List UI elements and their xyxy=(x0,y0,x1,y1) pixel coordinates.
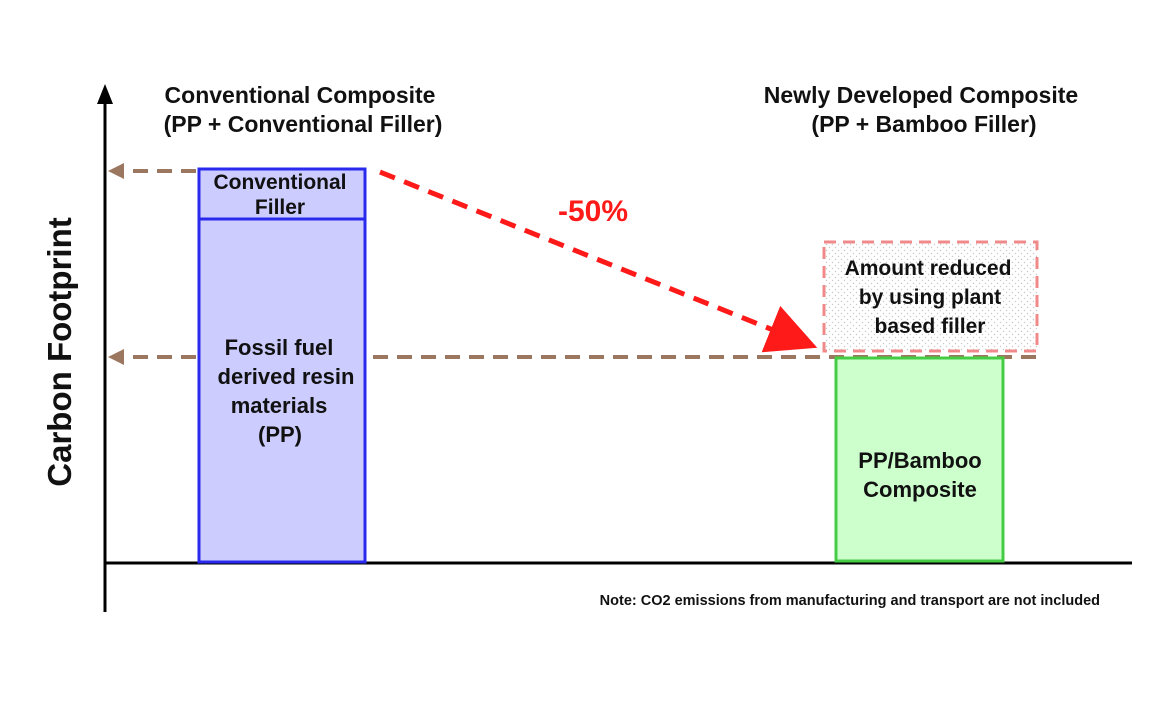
resin-label-line1: Fossil fuel xyxy=(225,335,334,360)
filler-label-line2: Filler xyxy=(255,196,305,219)
reduced-label-line2: by using plant xyxy=(859,286,1001,309)
y-axis-arrowhead xyxy=(97,84,113,104)
reduced-label-line1: Amount reduced xyxy=(845,257,1012,280)
y-axis-label: Carbon Footprint xyxy=(41,217,78,486)
resin-label-line2: derived resin xyxy=(218,364,355,389)
right-header-line2: (PP + Bamboo Filler) xyxy=(811,111,1036,137)
left-header-line1: Conventional Composite xyxy=(165,82,436,108)
pp-bamboo-label-line2: Composite xyxy=(863,477,977,502)
pp-bamboo-bar xyxy=(834,356,1005,563)
footnote: Note: CO2 emissions from manufacturing a… xyxy=(600,593,1100,609)
reduced-label-line3: based filler xyxy=(875,315,986,338)
left-header-line2: (PP + Conventional Filler) xyxy=(164,111,443,137)
resin-label-line4: (PP) xyxy=(258,422,302,447)
right-header-line1: Newly Developed Composite xyxy=(764,82,1078,108)
filler-label-line1: Conventional xyxy=(213,171,346,194)
conventional-filler-segment xyxy=(197,167,367,221)
top-guide-arrow xyxy=(108,163,196,179)
reduction-label: -50% xyxy=(558,195,628,228)
pp-bamboo-label-line1: PP/Bamboo xyxy=(858,448,981,473)
resin-label-line3: materials xyxy=(231,393,328,418)
reduced-amount-box xyxy=(822,240,1039,353)
fossil-resin-segment xyxy=(197,217,367,564)
